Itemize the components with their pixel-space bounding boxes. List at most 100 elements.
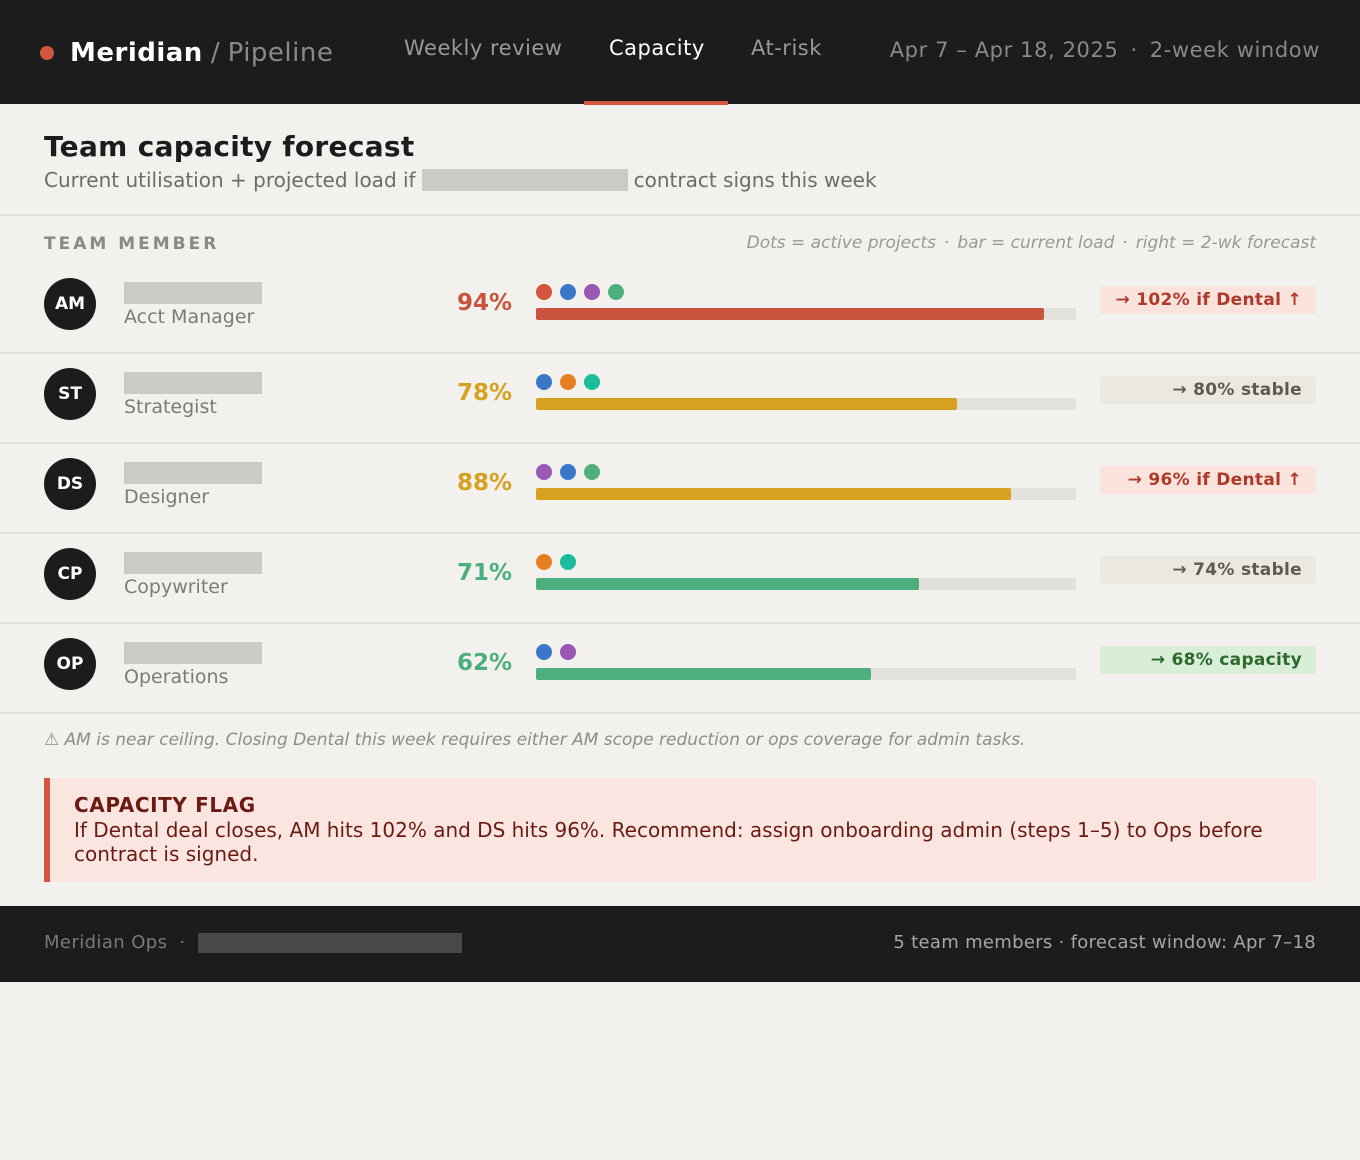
row-divider (0, 442, 1360, 444)
brand-name: Meridian (70, 38, 203, 68)
tab-capacity[interactable]: Capacity (609, 36, 705, 60)
project-dot-icon (560, 284, 576, 300)
load-bar-track (536, 578, 1076, 590)
header-divider (0, 214, 1360, 216)
project-dots (536, 554, 584, 570)
avatar: OP (44, 638, 96, 690)
project-dots (536, 464, 608, 480)
footer-separator: · (179, 932, 186, 953)
redacted-footer-text (197, 932, 462, 953)
avatar: ST (44, 368, 96, 420)
tab-at-risk[interactable]: At-risk (751, 36, 822, 60)
project-dot-icon (536, 284, 552, 300)
load-bar-track (536, 668, 1076, 680)
flag-title: CAPACITY FLAG (74, 793, 256, 817)
legend-separator: · (1122, 233, 1128, 253)
page-title: Team capacity forecast (44, 130, 415, 163)
member-role: Copywriter (124, 576, 228, 598)
project-dot-icon (584, 464, 600, 480)
avatar: AM (44, 278, 96, 330)
brand-separator: / (210, 38, 220, 68)
forecast-badge: → 102% if Dental ↑ (1100, 286, 1316, 314)
page-subtitle: Current utilisation + projected load if … (44, 168, 877, 192)
forecast-badge: → 74% stable (1100, 556, 1316, 584)
forecast-badge: → 68% capacity (1100, 646, 1316, 674)
project-dot-icon (560, 464, 576, 480)
project-dot-icon (536, 374, 552, 390)
legend-separator: · (943, 233, 950, 253)
team-row[interactable]: DS Designer 88% → 96% if Dental ↑ (0, 444, 1360, 534)
load-bar-fill (536, 488, 1012, 500)
load-percent: 78% (456, 380, 512, 406)
forecast-badge: → 96% if Dental ↑ (1100, 466, 1316, 494)
legend-right: right = 2-wk forecast (1135, 233, 1316, 253)
project-dot-icon (584, 284, 600, 300)
redacted-member-name (124, 462, 262, 484)
project-dot-icon (536, 644, 552, 660)
redacted-member-name (124, 372, 262, 394)
team-row[interactable]: AM Acct Manager 94% → 102% if Dental ↑ (0, 264, 1360, 354)
team-row[interactable]: CP Copywriter 71% → 74% stable (0, 534, 1360, 624)
footer-brand: Meridian Ops (44, 932, 168, 953)
project-dots (536, 644, 584, 660)
subtitle-before: Current utilisation + projected load if (44, 168, 416, 192)
project-dot-icon (560, 644, 576, 660)
load-bar-track (536, 398, 1076, 410)
load-bar-fill (536, 668, 871, 680)
active-tab-indicator (584, 101, 728, 105)
member-role: Operations (124, 666, 229, 688)
date-range[interactable]: Apr 7 – Apr 18, 2025 · 2-week window (890, 38, 1320, 62)
project-dot-icon (608, 284, 624, 300)
capacity-note: ⚠ AM is near ceiling. Closing Dental thi… (44, 730, 1026, 750)
footer-summary: 5 team members · forecast window: Apr 7–… (893, 932, 1316, 953)
load-bar-fill (536, 578, 920, 590)
row-divider (0, 352, 1360, 354)
brand-dot-icon (40, 46, 54, 60)
row-divider (0, 622, 1360, 624)
date-range-label: Apr 7 – Apr 18, 2025 (889, 38, 1119, 62)
load-bar-track (536, 488, 1076, 500)
legend-bar: bar = current load (957, 233, 1115, 253)
load-bar-track (536, 308, 1076, 320)
capacity-flag: CAPACITY FLAG If Dental deal closes, AM … (44, 778, 1316, 882)
team-row[interactable]: ST Strategist 78% → 80% stable (0, 354, 1360, 444)
redacted-member-name (124, 552, 262, 574)
subtitle-after: contract signs this week (633, 168, 877, 192)
legend-note: Dots = active projects · bar = current loa… (747, 233, 1316, 253)
avatar: DS (44, 458, 96, 510)
project-dot-icon (560, 554, 576, 570)
project-dot-icon (536, 464, 552, 480)
load-percent: 62% (456, 650, 512, 676)
flag-text: If Dental deal closes, AM hits 102% and … (74, 818, 1263, 866)
load-percent: 94% (456, 290, 512, 316)
member-role: Designer (124, 486, 210, 508)
forecast-badge: → 80% stable (1100, 376, 1316, 404)
top-bar: Meridian / Pipeline Weekly review Capaci… (0, 0, 1360, 105)
row-divider (0, 532, 1360, 534)
redacted-member-name (124, 642, 262, 664)
footer-left: Meridian Ops · (44, 932, 462, 953)
brand-section: Pipeline (227, 38, 334, 68)
legend-dots: Dots = active projects (746, 233, 936, 253)
redacted-client-name (421, 169, 628, 191)
project-dots (536, 284, 632, 300)
project-dots (536, 374, 608, 390)
project-dot-icon (560, 374, 576, 390)
tab-weekly-review[interactable]: Weekly review (404, 36, 563, 60)
column-header-team-member: TEAM MEMBER (44, 234, 220, 254)
redacted-member-name (124, 282, 262, 304)
load-bar-fill (536, 398, 958, 410)
project-dot-icon (584, 374, 600, 390)
member-role: Strategist (124, 396, 217, 418)
row-divider (0, 712, 1360, 714)
footer: Meridian Ops · 5 team members · forecast… (0, 906, 1360, 982)
window-label: 2-week window (1149, 38, 1320, 62)
brand[interactable]: Meridian / Pipeline (40, 36, 333, 70)
date-range-separator: · (1130, 38, 1138, 62)
member-role: Acct Manager (124, 306, 255, 328)
team-row[interactable]: OP Operations 62% → 68% capacity (0, 624, 1360, 714)
project-dot-icon (536, 554, 552, 570)
avatar: CP (44, 548, 96, 600)
load-percent: 71% (456, 560, 512, 586)
load-percent: 88% (456, 470, 512, 496)
